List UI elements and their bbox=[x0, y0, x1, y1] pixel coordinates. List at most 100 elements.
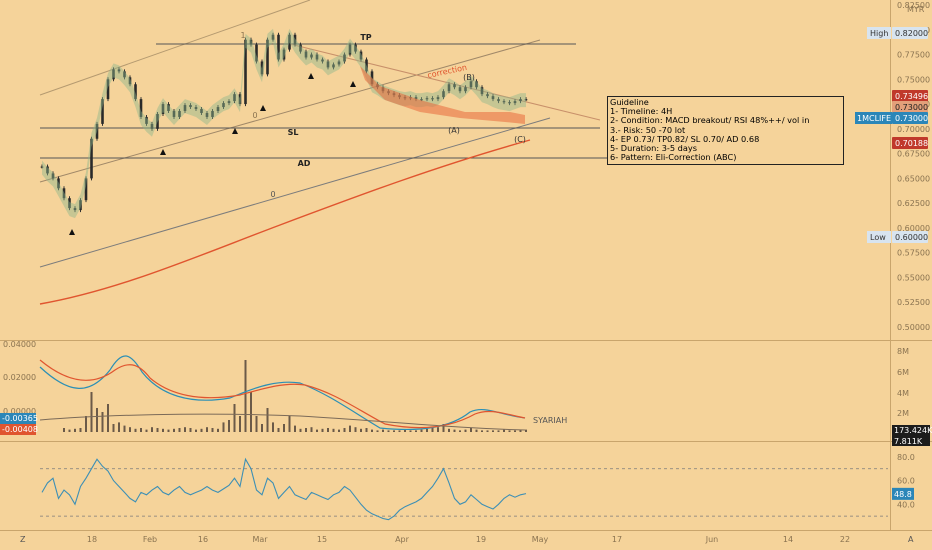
volume-bar bbox=[415, 430, 417, 432]
candle-body bbox=[315, 54, 319, 60]
guideline-line-2: 2- Condition: MACD breakout/ RSI 48%++/ … bbox=[610, 115, 810, 126]
channel-mid-line bbox=[39, 39, 541, 183]
volume-bar bbox=[217, 428, 219, 432]
candle-body bbox=[370, 71, 374, 85]
volume-bar bbox=[162, 428, 164, 432]
candle-body bbox=[62, 188, 66, 199]
volume-bar bbox=[63, 428, 65, 432]
volume-bar bbox=[156, 428, 159, 432]
candle-body bbox=[277, 34, 280, 60]
ma-red-price-bg bbox=[892, 137, 928, 149]
candle-body bbox=[216, 107, 220, 112]
macd-volume-panel[interactable]: 0.04000 0.02000 0.00000 SYARIAH -0.00365 -0.0… bbox=[0, 340, 567, 435]
volume-bar bbox=[261, 424, 263, 432]
candle-body bbox=[73, 208, 77, 211]
volume-bar bbox=[305, 428, 307, 432]
fib-mid-label: 0 bbox=[252, 111, 257, 120]
volume-bar bbox=[420, 429, 423, 432]
candle-body bbox=[84, 178, 88, 201]
volume-bar bbox=[365, 428, 368, 432]
time-tick-label: 19 bbox=[476, 535, 486, 544]
candle-body bbox=[354, 44, 357, 52]
volume-bar bbox=[376, 430, 379, 432]
sl-label: SL bbox=[288, 128, 299, 137]
volume-bar bbox=[453, 429, 456, 432]
low-price-value: 0.60000 bbox=[895, 233, 928, 242]
low-tag-label: Low bbox=[870, 233, 886, 242]
volume-bar bbox=[74, 428, 76, 432]
time-tick-label: Apr bbox=[395, 535, 410, 544]
candle-body bbox=[266, 39, 269, 75]
candle-body bbox=[304, 51, 308, 58]
buy-signal-triangle bbox=[350, 81, 356, 87]
candle-body bbox=[293, 34, 297, 45]
volume-bar bbox=[277, 428, 280, 432]
volume-bar bbox=[409, 430, 412, 432]
volume-bar bbox=[343, 428, 346, 432]
price-tick-label: 0.55000 bbox=[897, 273, 930, 282]
volume-tick-label: 2M bbox=[897, 409, 909, 418]
volume-tick-label: 4M bbox=[897, 389, 909, 398]
candle-body bbox=[486, 94, 489, 97]
volume-bar bbox=[360, 428, 362, 432]
price-tick-label: 0.52500 bbox=[897, 298, 930, 307]
guideline-line-1: 1- Timeline: 4H bbox=[610, 106, 673, 117]
volume-bar bbox=[288, 416, 291, 432]
rsi-panel[interactable] bbox=[40, 457, 888, 521]
low-price-value-bg bbox=[892, 231, 928, 243]
candle-body bbox=[233, 94, 236, 102]
candle-body bbox=[51, 173, 55, 179]
price-panel[interactable]: TP SL AD 1 0 0 correction(B) (A) (C) bbox=[39, 0, 610, 305]
wave-a-label: (A) bbox=[448, 126, 460, 135]
time-tick-label: Mar bbox=[252, 535, 268, 544]
candle-body bbox=[502, 101, 506, 103]
macd-line bbox=[39, 355, 526, 431]
volume-bar bbox=[266, 408, 269, 432]
volume-bar bbox=[239, 416, 241, 432]
volume-bar bbox=[332, 428, 335, 432]
volume-bar bbox=[497, 430, 500, 432]
macd-tick-label: 0.04000 bbox=[3, 340, 36, 349]
candle-body bbox=[178, 111, 181, 117]
candle-body bbox=[183, 105, 187, 112]
volume-bar bbox=[503, 429, 505, 432]
rsi-line bbox=[41, 457, 527, 521]
candle-body bbox=[464, 87, 467, 92]
volume-bar bbox=[244, 360, 247, 432]
volume-bar bbox=[437, 427, 439, 432]
volume-bar bbox=[211, 428, 214, 432]
axes: 0.50000 0.52500 0.55000 0.57500 0.60000 0.625… bbox=[20, 1, 932, 544]
rsi-tick-label: 80.0 bbox=[897, 453, 915, 462]
volume-bar bbox=[68, 429, 71, 432]
candle-body bbox=[436, 97, 440, 100]
volume-value-bg bbox=[892, 425, 930, 436]
level-1-price: 0.73496 bbox=[895, 92, 928, 101]
volume-bar bbox=[519, 429, 522, 432]
volume-bar bbox=[448, 428, 450, 432]
volume-bar bbox=[327, 428, 329, 432]
price-tick-label: 0.75000 bbox=[897, 75, 930, 84]
volume-bar bbox=[299, 428, 302, 432]
candle-body bbox=[321, 59, 324, 62]
volume-bar bbox=[107, 404, 109, 432]
candle-body bbox=[90, 138, 93, 179]
volume-bar bbox=[492, 430, 494, 432]
volume-tick-label: 6M bbox=[897, 368, 909, 377]
volume-bar bbox=[112, 424, 115, 432]
volume-bar bbox=[250, 392, 252, 432]
candle-body bbox=[150, 123, 154, 129]
buy-signal-triangle bbox=[160, 149, 166, 155]
candle-body bbox=[156, 113, 159, 129]
volume-bar bbox=[486, 430, 489, 432]
candle-body bbox=[271, 34, 275, 40]
volume-bar bbox=[404, 429, 406, 432]
candle-body bbox=[167, 104, 170, 112]
volume-bar bbox=[200, 428, 203, 432]
candle-body bbox=[139, 99, 143, 117]
ma-red-price: 0.70188 bbox=[895, 139, 928, 148]
price-tick-label: 0.62500 bbox=[897, 199, 930, 208]
volume-bar bbox=[426, 428, 428, 432]
candle-body bbox=[249, 39, 253, 45]
candle-body bbox=[447, 84, 451, 92]
